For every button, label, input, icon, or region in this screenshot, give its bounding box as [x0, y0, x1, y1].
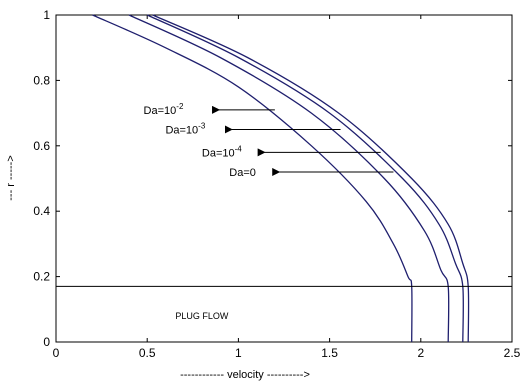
series-line — [146, 14, 464, 343]
annotation-layer: Da=10-2Da=10-3Da=10-4Da=0 — [144, 102, 394, 179]
series-line — [128, 14, 450, 343]
da-annotation-label: Da=10-4 — [202, 144, 242, 159]
da-annotation-label: Da=0 — [229, 167, 256, 179]
x-tick-label: 1.5 — [321, 346, 338, 360]
series-line — [152, 14, 470, 343]
x-tick-label: 0 — [53, 346, 60, 360]
y-tick-label: 0 — [43, 335, 50, 349]
da-annotation-base: Da=0 — [229, 167, 256, 179]
plot-frame — [55, 14, 513, 343]
ticks-layer: 0 0.5 1 1.5 2 2.5 0 0.2 0.4 0.6 0.8 1 — [33, 8, 520, 360]
da-annotation-exponent: -3 — [198, 121, 206, 130]
y-tick-label: 0.2 — [33, 270, 50, 284]
y-axis-label: --- r -----> — [5, 155, 17, 201]
y-tick-label: 0.8 — [33, 73, 50, 87]
da-annotation-base: Da=10 — [144, 105, 177, 117]
da-annotation-base: Da=10 — [165, 124, 198, 136]
da-annotation-exponent: -2 — [176, 102, 184, 111]
reference-layer: PLUG FLOW — [56, 285, 512, 321]
da-annotation-base: Da=10 — [202, 147, 235, 159]
y-tick-label: 1 — [43, 8, 50, 22]
x-axis-label: ------------ velocity ----------> — [180, 369, 310, 381]
x-tick-label: 0.5 — [139, 346, 156, 360]
x-tick-label: 1 — [235, 346, 242, 360]
x-tick-label: 2.5 — [504, 346, 521, 360]
da-annotation-label: Da=10-3 — [165, 121, 205, 136]
da-annotation-exponent: -4 — [235, 144, 243, 153]
y-tick-label: 0.4 — [33, 204, 50, 218]
y-tick-label: 0.6 — [33, 139, 50, 153]
series-line — [92, 14, 413, 343]
x-tick-label: 2 — [417, 346, 424, 360]
series-layer — [92, 14, 470, 343]
da-annotation-label: Da=10-2 — [144, 102, 184, 117]
plug-flow-label: PLUG FLOW — [175, 311, 229, 321]
